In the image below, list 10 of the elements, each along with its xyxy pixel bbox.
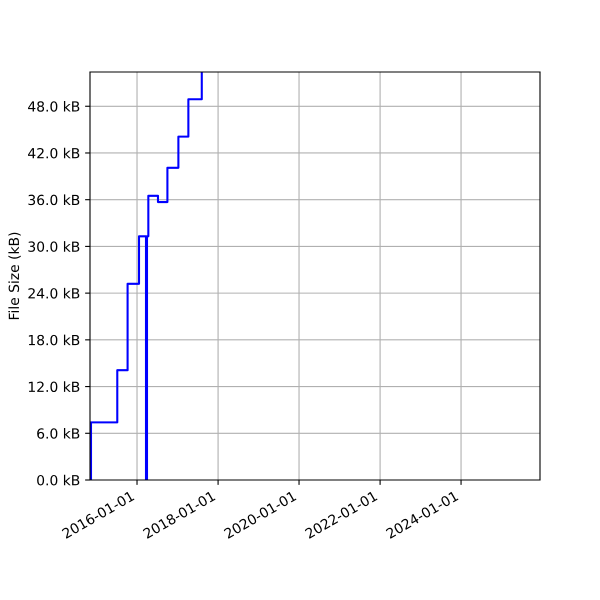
y-tick-label: 30.0 kB <box>28 241 80 252</box>
y-axis-title: File Size (kB) <box>8 232 21 320</box>
y-tick-label: 36.0 kB <box>28 194 80 206</box>
y-tick-label: 42.0 kB <box>28 148 80 158</box>
y-tick-label: 48.0 kB <box>28 100 80 112</box>
y-tick-label: 6.0 kB <box>37 428 80 439</box>
y-tick-label: 0.0 kB <box>37 474 80 486</box>
y-tick-label: 12.0 kB <box>28 381 80 392</box>
y-tick-label: 18.0 kB <box>28 334 80 346</box>
y-tick-label: 24.0 kB <box>28 288 80 299</box>
